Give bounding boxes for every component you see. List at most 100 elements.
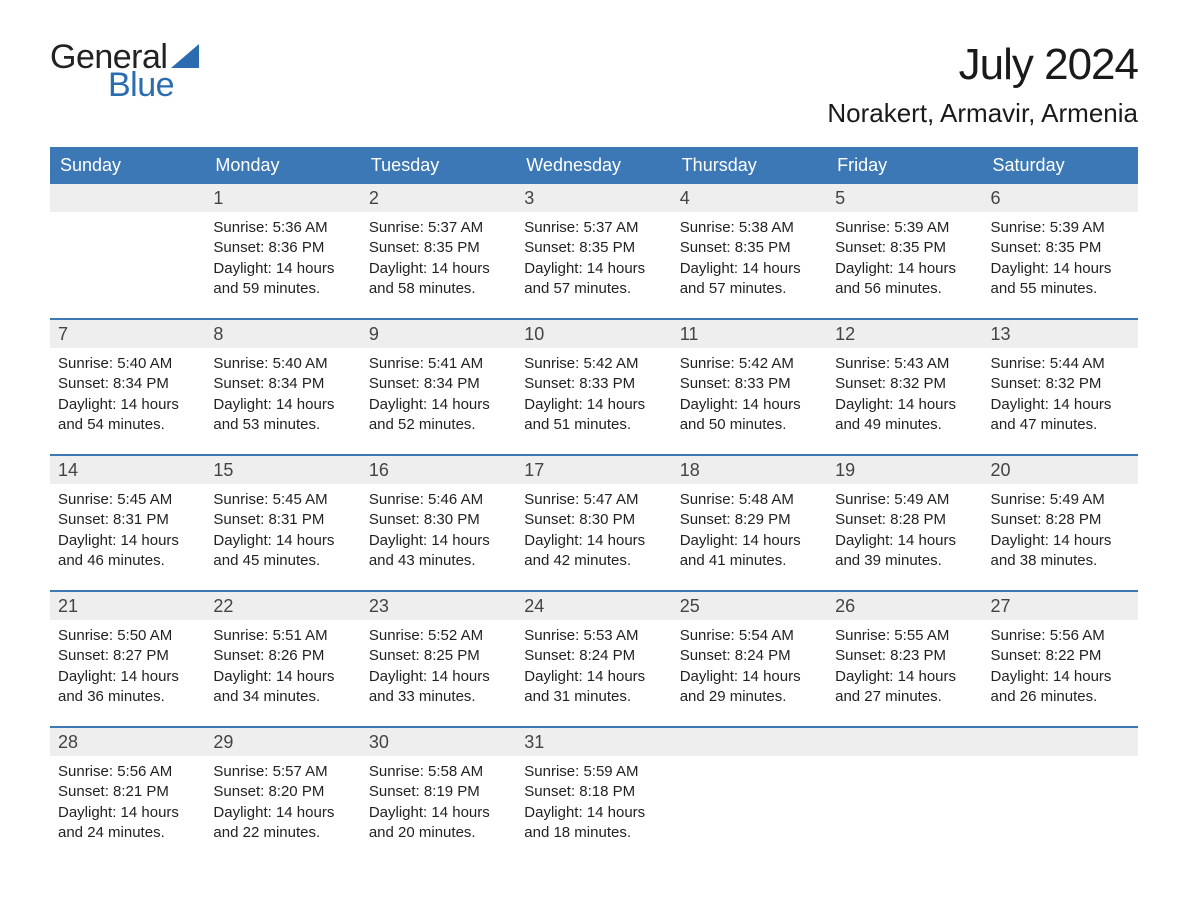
daylight-text: Daylight: 14 hours and 26 minutes. bbox=[991, 667, 1130, 708]
day-number: 12 bbox=[835, 324, 855, 344]
sunset-text: Sunset: 8:19 PM bbox=[369, 782, 508, 802]
day-number-row: 2 bbox=[361, 184, 516, 212]
day-number-row: 7 bbox=[50, 320, 205, 348]
daylight-text: Daylight: 14 hours and 43 minutes. bbox=[369, 531, 508, 572]
day-number bbox=[58, 188, 63, 208]
day-number: 7 bbox=[58, 324, 68, 344]
day-content: Sunrise: 5:55 AMSunset: 8:23 PMDaylight:… bbox=[827, 620, 982, 711]
daylight-text: Daylight: 14 hours and 57 minutes. bbox=[524, 259, 663, 300]
daylight-text: Daylight: 14 hours and 46 minutes. bbox=[58, 531, 197, 572]
day-content: Sunrise: 5:50 AMSunset: 8:27 PMDaylight:… bbox=[50, 620, 205, 711]
day-number-row: 15 bbox=[205, 456, 360, 484]
sunset-text: Sunset: 8:34 PM bbox=[369, 374, 508, 394]
day-number-row: 6 bbox=[983, 184, 1138, 212]
sunrise-text: Sunrise: 5:44 AM bbox=[991, 354, 1130, 374]
sunrise-text: Sunrise: 5:39 AM bbox=[835, 218, 974, 238]
daylight-text: Daylight: 14 hours and 49 minutes. bbox=[835, 395, 974, 436]
sunset-text: Sunset: 8:24 PM bbox=[524, 646, 663, 666]
calendar-day: 3 Sunrise: 5:37 AMSunset: 8:35 PMDaylight… bbox=[516, 184, 671, 304]
day-number: 14 bbox=[58, 460, 78, 480]
day-number-row: 28 bbox=[50, 728, 205, 756]
calendar-day: 7Sunrise: 5:40 AMSunset: 8:34 PMDaylight… bbox=[50, 320, 205, 440]
day-content: Sunrise: 5:42 AMSunset: 8:33 PMDaylight:… bbox=[672, 348, 827, 439]
day-number-row: 12 bbox=[827, 320, 982, 348]
day-content: Sunrise: 5:45 AMSunset: 8:31 PMDaylight:… bbox=[205, 484, 360, 575]
day-content: Sunrise: 5:48 AMSunset: 8:29 PMDaylight:… bbox=[672, 484, 827, 575]
day-number-row: 24 bbox=[516, 592, 671, 620]
day-number-row: 16 bbox=[361, 456, 516, 484]
day-content: Sunrise: 5:37 AMSunset: 8:35 PMDaylight:… bbox=[516, 212, 671, 303]
day-number-row: 26 bbox=[827, 592, 982, 620]
day-number: 28 bbox=[58, 732, 78, 752]
calendar-day: 17Sunrise: 5:47 AMSunset: 8:30 PMDayligh… bbox=[516, 456, 671, 576]
weekday-header: Monday bbox=[205, 147, 360, 184]
sunrise-text: Sunrise: 5:37 AM bbox=[369, 218, 508, 238]
day-number: 3 bbox=[524, 188, 534, 208]
calendar-day: 29 Sunrise: 5:57 AMSunset: 8:20 PMDayligh… bbox=[205, 728, 360, 848]
sunset-text: Sunset: 8:31 PM bbox=[213, 510, 352, 530]
sunrise-text: Sunrise: 5:47 AM bbox=[524, 490, 663, 510]
sunrise-text: Sunrise: 5:49 AM bbox=[991, 490, 1130, 510]
calendar-day: 2Sunrise: 5:37 AMSunset: 8:35 PMDaylight… bbox=[361, 184, 516, 304]
day-content: Sunrise: 5:43 AMSunset: 8:32 PMDaylight:… bbox=[827, 348, 982, 439]
day-number bbox=[680, 732, 685, 752]
day-content bbox=[672, 756, 827, 766]
day-content: Sunrise: 5:51 AMSunset: 8:26 PMDaylight:… bbox=[205, 620, 360, 711]
location-text: Norakert, Armavir, Armenia bbox=[827, 98, 1138, 129]
day-number-row bbox=[50, 184, 205, 212]
sunset-text: Sunset: 8:35 PM bbox=[369, 238, 508, 258]
sunset-text: Sunset: 8:30 PM bbox=[524, 510, 663, 530]
calendar-day: 22Sunrise: 5:51 AMSunset: 8:26 PMDayligh… bbox=[205, 592, 360, 712]
daylight-text: Daylight: 14 hours and 38 minutes. bbox=[991, 531, 1130, 572]
weekday-header: Sunday bbox=[50, 147, 205, 184]
day-content: Sunrise: 5:57 AMSunset: 8:20 PMDaylight:… bbox=[205, 756, 360, 847]
calendar-day: 9Sunrise: 5:41 AMSunset: 8:34 PMDaylight… bbox=[361, 320, 516, 440]
sunrise-text: Sunrise: 5:37 AM bbox=[524, 218, 663, 238]
daylight-text: Daylight: 14 hours and 42 minutes. bbox=[524, 531, 663, 572]
day-content: Sunrise: 5:58 AMSunset: 8:19 PMDaylight:… bbox=[361, 756, 516, 847]
day-number: 29 bbox=[213, 732, 233, 752]
daylight-text: Daylight: 14 hours and 50 minutes. bbox=[680, 395, 819, 436]
sunrise-text: Sunrise: 5:50 AM bbox=[58, 626, 197, 646]
sunset-text: Sunset: 8:23 PM bbox=[835, 646, 974, 666]
daylight-text: Daylight: 14 hours and 22 minutes. bbox=[213, 803, 352, 844]
day-content: Sunrise: 5:49 AMSunset: 8:28 PMDaylight:… bbox=[827, 484, 982, 575]
calendar-day bbox=[827, 728, 982, 848]
daylight-text: Daylight: 14 hours and 57 minutes. bbox=[680, 259, 819, 300]
day-number: 8 bbox=[213, 324, 223, 344]
sunrise-text: Sunrise: 5:45 AM bbox=[58, 490, 197, 510]
calendar-day: 31Sunrise: 5:59 AMSunset: 8:18 PMDayligh… bbox=[516, 728, 671, 848]
calendar-week: 28Sunrise: 5:56 AMSunset: 8:21 PMDayligh… bbox=[50, 726, 1138, 848]
page-header: General Blue July 2024 Norakert, Armavir… bbox=[50, 40, 1138, 129]
daylight-text: Daylight: 14 hours and 55 minutes. bbox=[991, 259, 1130, 300]
calendar-week: 7 Sunrise: 5:40 AMSunset: 8:34 PMDaylight… bbox=[50, 318, 1138, 440]
day-number-row bbox=[983, 728, 1138, 756]
sunset-text: Sunset: 8:35 PM bbox=[991, 238, 1130, 258]
calendar-day: 14 Sunrise: 5:45 AMSunset: 8:31 PMDayligh… bbox=[50, 456, 205, 576]
day-number: 25 bbox=[680, 596, 700, 616]
weekday-header-row: Sunday Monday Tuesday Wednesday Thursday… bbox=[50, 147, 1138, 184]
weekday-header: Wednesday bbox=[516, 147, 671, 184]
day-number: 27 bbox=[991, 596, 1011, 616]
daylight-text: Daylight: 14 hours and 29 minutes. bbox=[680, 667, 819, 708]
logo: General Blue bbox=[50, 40, 199, 102]
sunset-text: Sunset: 8:35 PM bbox=[680, 238, 819, 258]
weekday-header: Saturday bbox=[983, 147, 1138, 184]
calendar-day: 19Sunrise: 5:49 AMSunset: 8:28 PMDayligh… bbox=[827, 456, 982, 576]
title-block: July 2024 Norakert, Armavir, Armenia bbox=[827, 40, 1138, 129]
day-number-row: 19 bbox=[827, 456, 982, 484]
day-number-row bbox=[827, 728, 982, 756]
day-content: Sunrise: 5:45 AMSunset: 8:31 PMDaylight:… bbox=[50, 484, 205, 575]
calendar-week: 21Sunrise: 5:50 AMSunset: 8:27 PMDayligh… bbox=[50, 590, 1138, 712]
daylight-text: Daylight: 14 hours and 20 minutes. bbox=[369, 803, 508, 844]
calendar-week: 14Sunrise: 5:45 AMSunset: 8:31 PMDayligh… bbox=[50, 454, 1138, 576]
daylight-text: Daylight: 14 hours and 36 minutes. bbox=[58, 667, 197, 708]
daylight-text: Daylight: 14 hours and 34 minutes. bbox=[213, 667, 352, 708]
sunset-text: Sunset: 8:20 PM bbox=[213, 782, 352, 802]
day-content bbox=[827, 756, 982, 766]
day-number-row: 22 bbox=[205, 592, 360, 620]
day-content: Sunrise: 5:40 AMSunset: 8:34 PMDaylight:… bbox=[205, 348, 360, 439]
calendar-day: 4Sunrise: 5:38 AMSunset: 8:35 PMDaylight… bbox=[672, 184, 827, 304]
day-number-row: 31 bbox=[516, 728, 671, 756]
daylight-text: Daylight: 14 hours and 59 minutes. bbox=[213, 259, 352, 300]
